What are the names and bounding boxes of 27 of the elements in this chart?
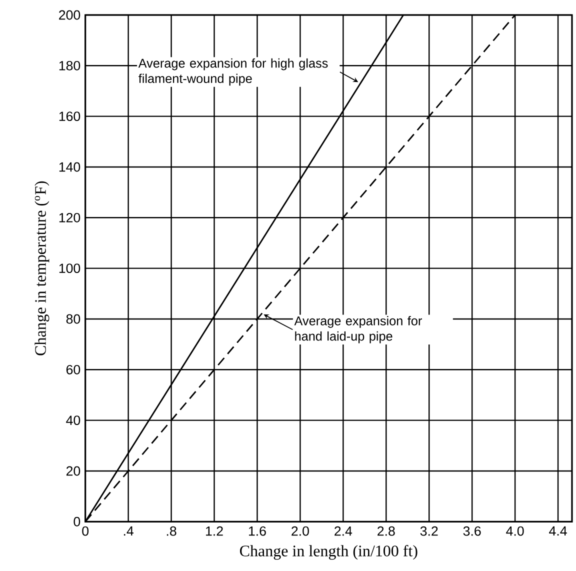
y-tick-label: 100 — [59, 264, 80, 274]
x-tick-label: 4.0 — [506, 526, 524, 536]
x-tick-label: 3.2 — [420, 526, 438, 536]
annotation: Average expansion for hand laid-up pipe — [294, 316, 422, 344]
x-tick-label: 3.6 — [463, 526, 481, 536]
x-tick-label: .4 — [124, 526, 134, 536]
y-tick-label: 180 — [59, 60, 80, 70]
y-tick-label: 20 — [66, 466, 80, 476]
y-axis-title: Change in temperature ($^{o}$F) — [34, 181, 50, 356]
x-axis-title: Change in length (in/100 ft) — [240, 544, 418, 560]
x-tick-label: 2.8 — [378, 526, 395, 536]
y-tick-label: 80 — [66, 314, 80, 324]
annotation: Average expansion for high glass filament-wound pipe — [138, 58, 328, 86]
y-tick-label: 0 — [74, 516, 80, 526]
x-tick-label: 1.6 — [248, 526, 266, 536]
x-tick-label: 0 — [82, 526, 89, 536]
y-tick-label: 140 — [59, 162, 80, 172]
y-tick-label: 160 — [59, 112, 80, 122]
y-tick-label: 120 — [59, 212, 80, 222]
x-tick-label: .8 — [166, 526, 176, 536]
x-tick-label: 4.4 — [549, 526, 567, 536]
y-tick-label: 60 — [66, 364, 80, 374]
y-tick-label: 40 — [66, 416, 80, 426]
y-tick-label: 200 — [59, 10, 80, 20]
x-tick-label: 2.0 — [292, 526, 309, 536]
x-tick-label: 1.2 — [206, 526, 223, 536]
x-tick-label: 2.4 — [334, 526, 352, 536]
